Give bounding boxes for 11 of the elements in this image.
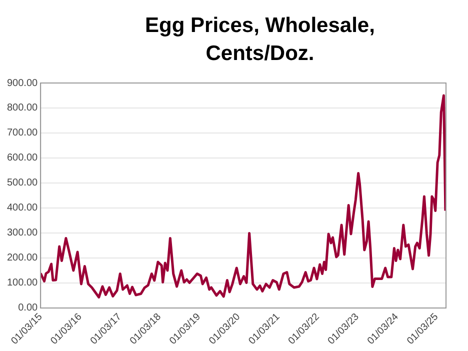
- y-tick-label: 100.00: [6, 278, 38, 289]
- y-tick-label: 700.00: [6, 128, 38, 139]
- y-tick-label: 300.00: [6, 228, 38, 239]
- y-tick-label: 500.00: [6, 178, 38, 189]
- y-tick-label: 600.00: [6, 152, 38, 164]
- y-tick-label: 800.00: [6, 102, 38, 114]
- y-tick-label: 0.00: [18, 302, 38, 314]
- y-tick-label: 900.00: [6, 78, 38, 89]
- y-tick-label: 400.00: [6, 202, 38, 214]
- y-tick-label: 200.00: [6, 252, 38, 264]
- chart-title: Egg Prices, Wholesale, Cents/Doz.: [144, 13, 376, 67]
